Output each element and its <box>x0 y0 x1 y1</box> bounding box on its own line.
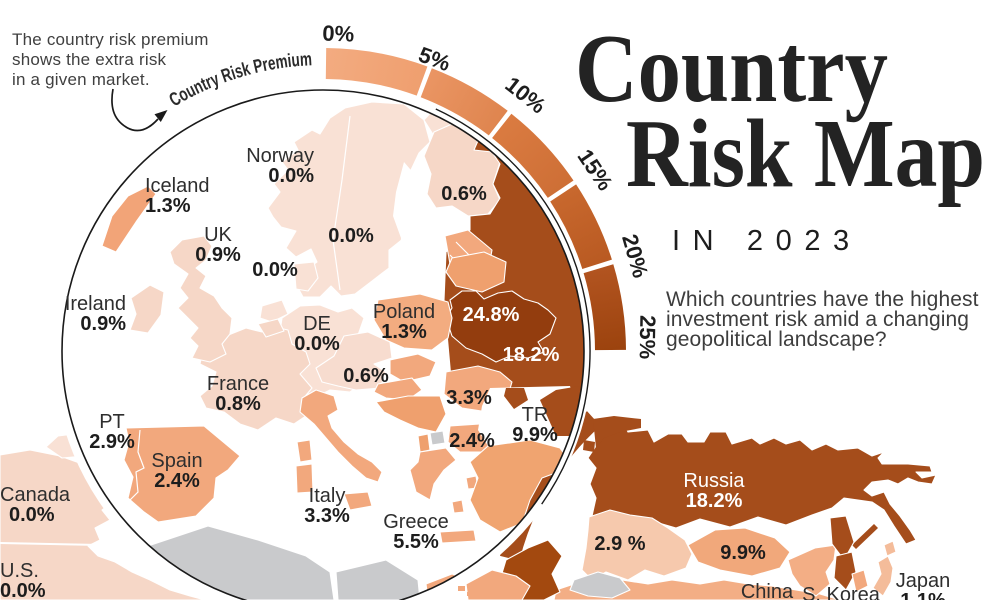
svg-text:1.1%: 1.1% <box>900 590 946 600</box>
svg-text:24.8%: 24.8% <box>463 304 520 326</box>
svg-text:18.2%: 18.2% <box>686 490 743 512</box>
svg-text:1.3%: 1.3% <box>145 195 191 217</box>
svg-text:0.9%: 0.9% <box>195 244 241 266</box>
svg-text:Russia: Russia <box>683 470 745 492</box>
svg-text:Canada: Canada <box>0 484 71 506</box>
svg-text:2.9 %: 2.9 % <box>594 533 645 555</box>
svg-text:Greece: Greece <box>383 511 449 533</box>
svg-text:TR: TR <box>522 404 549 426</box>
svg-text:0.9%: 0.9% <box>80 313 126 335</box>
svg-text:1.3%: 1.3% <box>381 321 427 343</box>
svg-text:Italy: Italy <box>309 485 346 507</box>
svg-text:UK: UK <box>204 224 232 246</box>
svg-text:0.0%: 0.0% <box>328 225 374 247</box>
svg-text:Norway: Norway <box>246 145 314 167</box>
svg-text:3.3%: 3.3% <box>304 505 350 527</box>
svg-text:U.S.: U.S. <box>0 560 39 582</box>
svg-text:Iceland: Iceland <box>145 175 210 197</box>
svg-text:0.8%: 0.8% <box>215 393 261 415</box>
svg-text:0.0%: 0.0% <box>268 165 314 187</box>
svg-text:Poland: Poland <box>373 301 435 323</box>
svg-text:France: France <box>207 373 269 395</box>
svg-text:0.0%: 0.0% <box>0 580 46 600</box>
svg-text:investment risk amid a changin: investment risk amid a changing <box>666 308 969 331</box>
svg-text:0%: 0% <box>322 20 355 46</box>
svg-text:0.0%: 0.0% <box>252 259 298 281</box>
svg-text:18.2%: 18.2% <box>503 344 560 366</box>
svg-text:PT: PT <box>99 411 125 433</box>
svg-text:S. Korea: S. Korea <box>802 584 881 600</box>
svg-text:2.4%: 2.4% <box>154 470 200 492</box>
svg-text:9.9%: 9.9% <box>720 542 766 564</box>
svg-text:DE: DE <box>303 313 331 335</box>
svg-text:Risk Map: Risk Map <box>626 100 985 207</box>
svg-text:5.5%: 5.5% <box>393 531 439 553</box>
svg-text:IN 2023: IN 2023 <box>672 225 862 257</box>
svg-text:2.4%: 2.4% <box>449 430 495 452</box>
svg-text:Spain: Spain <box>151 450 202 472</box>
svg-text:0.6%: 0.6% <box>441 183 487 205</box>
svg-text:Japan: Japan <box>896 570 951 592</box>
svg-text:shows the extra risk: shows the extra risk <box>12 50 167 69</box>
svg-text:Country: Country <box>575 15 888 122</box>
svg-text:25%: 25% <box>635 315 661 359</box>
svg-text:China: China <box>741 581 794 600</box>
svg-text:2.9%: 2.9% <box>89 431 135 453</box>
svg-text:The country risk premium: The country risk premium <box>12 30 209 49</box>
svg-text:Ireland: Ireland <box>65 293 126 315</box>
svg-text:in a given market.: in a given market. <box>12 70 150 89</box>
svg-text:9.9%: 9.9% <box>512 424 558 446</box>
svg-text:geopolitical landscape?: geopolitical landscape? <box>666 328 887 351</box>
svg-text:0.0%: 0.0% <box>294 333 340 355</box>
svg-text:0.6%: 0.6% <box>343 365 389 387</box>
svg-text:Which countries have the highe: Which countries have the highest <box>666 288 979 311</box>
svg-text:3.3%: 3.3% <box>446 387 492 409</box>
svg-text:0.0%: 0.0% <box>9 504 55 526</box>
